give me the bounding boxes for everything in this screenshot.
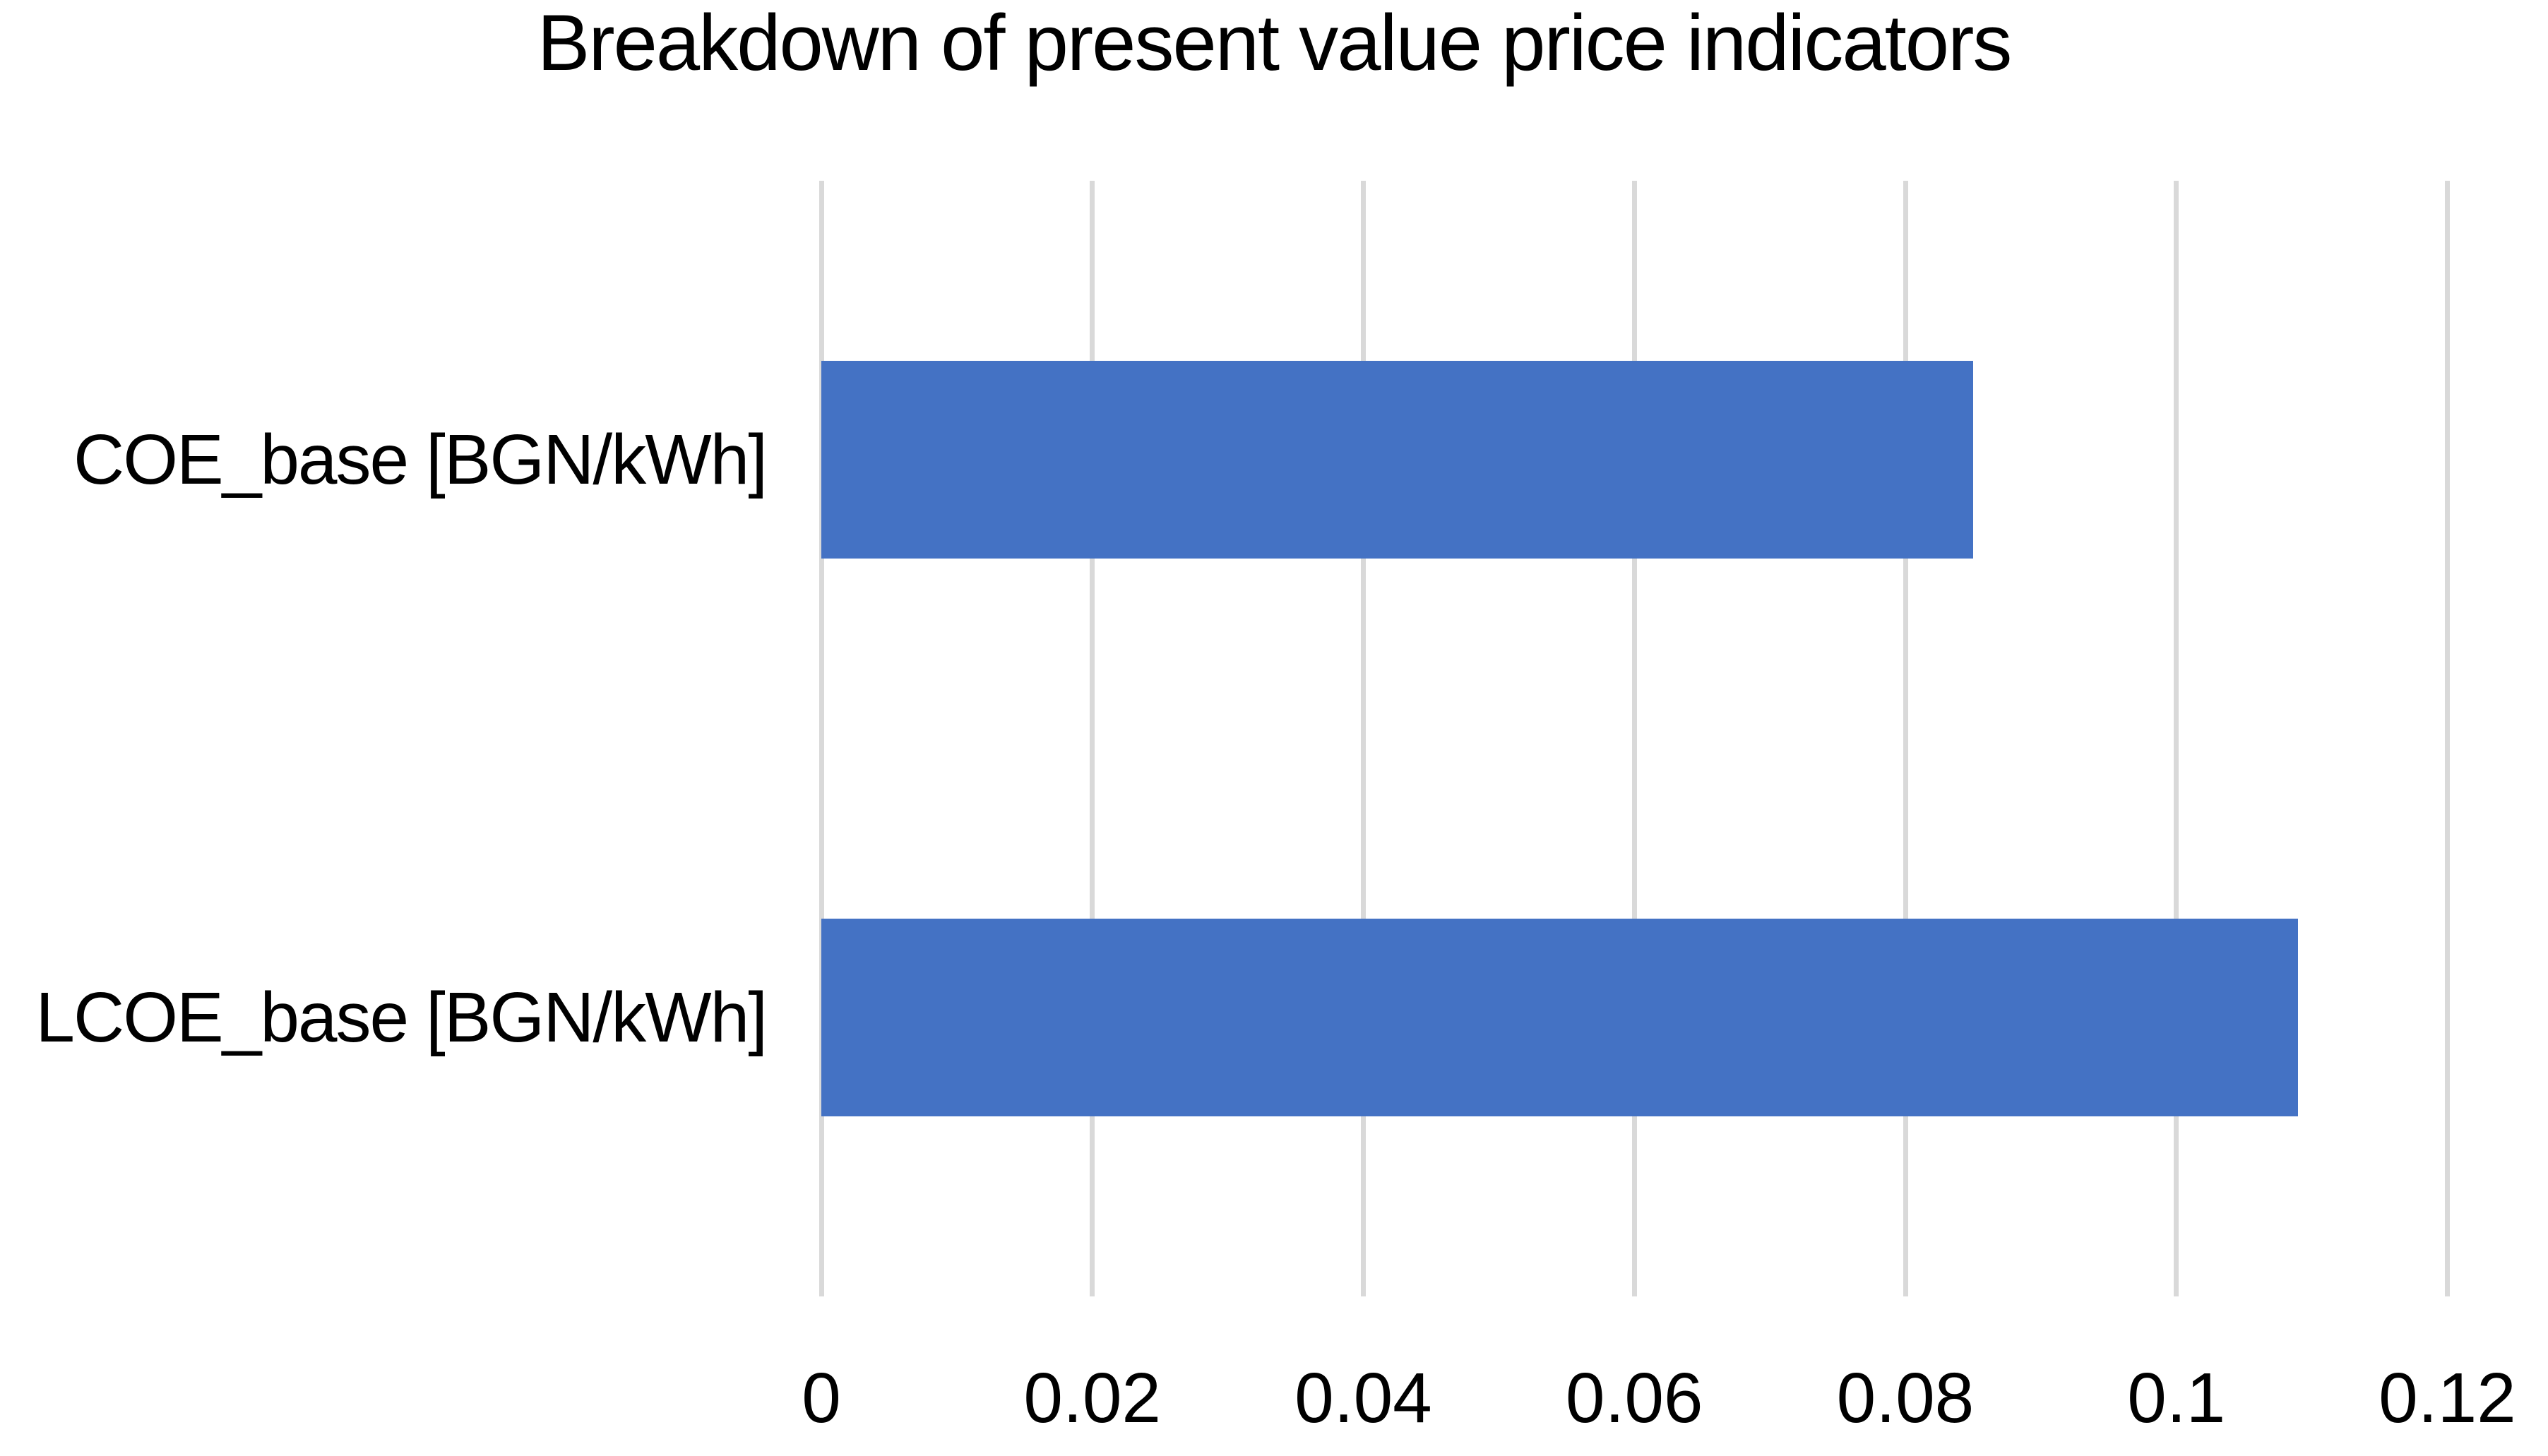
gridline	[1361, 181, 1366, 1296]
x-tick-label: 0.12	[2379, 1359, 2516, 1438]
bar-coe_base	[821, 361, 1973, 559]
gridline	[1903, 181, 1908, 1296]
x-tick-label: 0.06	[1565, 1359, 1703, 1438]
category-label: COE_base [BGN/kWh]	[73, 420, 768, 499]
chart-title: Breakdown of present value price indicat…	[537, 0, 2013, 87]
gridline	[2174, 181, 2179, 1296]
gridline	[2445, 181, 2450, 1296]
x-tick-label: 0.02	[1023, 1359, 1162, 1438]
x-tick-label: 0.04	[1294, 1359, 1432, 1438]
gridline	[1090, 181, 1095, 1296]
category-label: LCOE_base [BGN/kWh]	[35, 978, 768, 1057]
gridline	[1631, 181, 1637, 1296]
x-tick-label: 0	[802, 1359, 841, 1438]
x-tick-label: 0.08	[1836, 1359, 1975, 1438]
bar-lcoe_base	[821, 919, 2299, 1116]
x-tick-label: 0.1	[2127, 1359, 2226, 1438]
gridline	[818, 181, 824, 1296]
